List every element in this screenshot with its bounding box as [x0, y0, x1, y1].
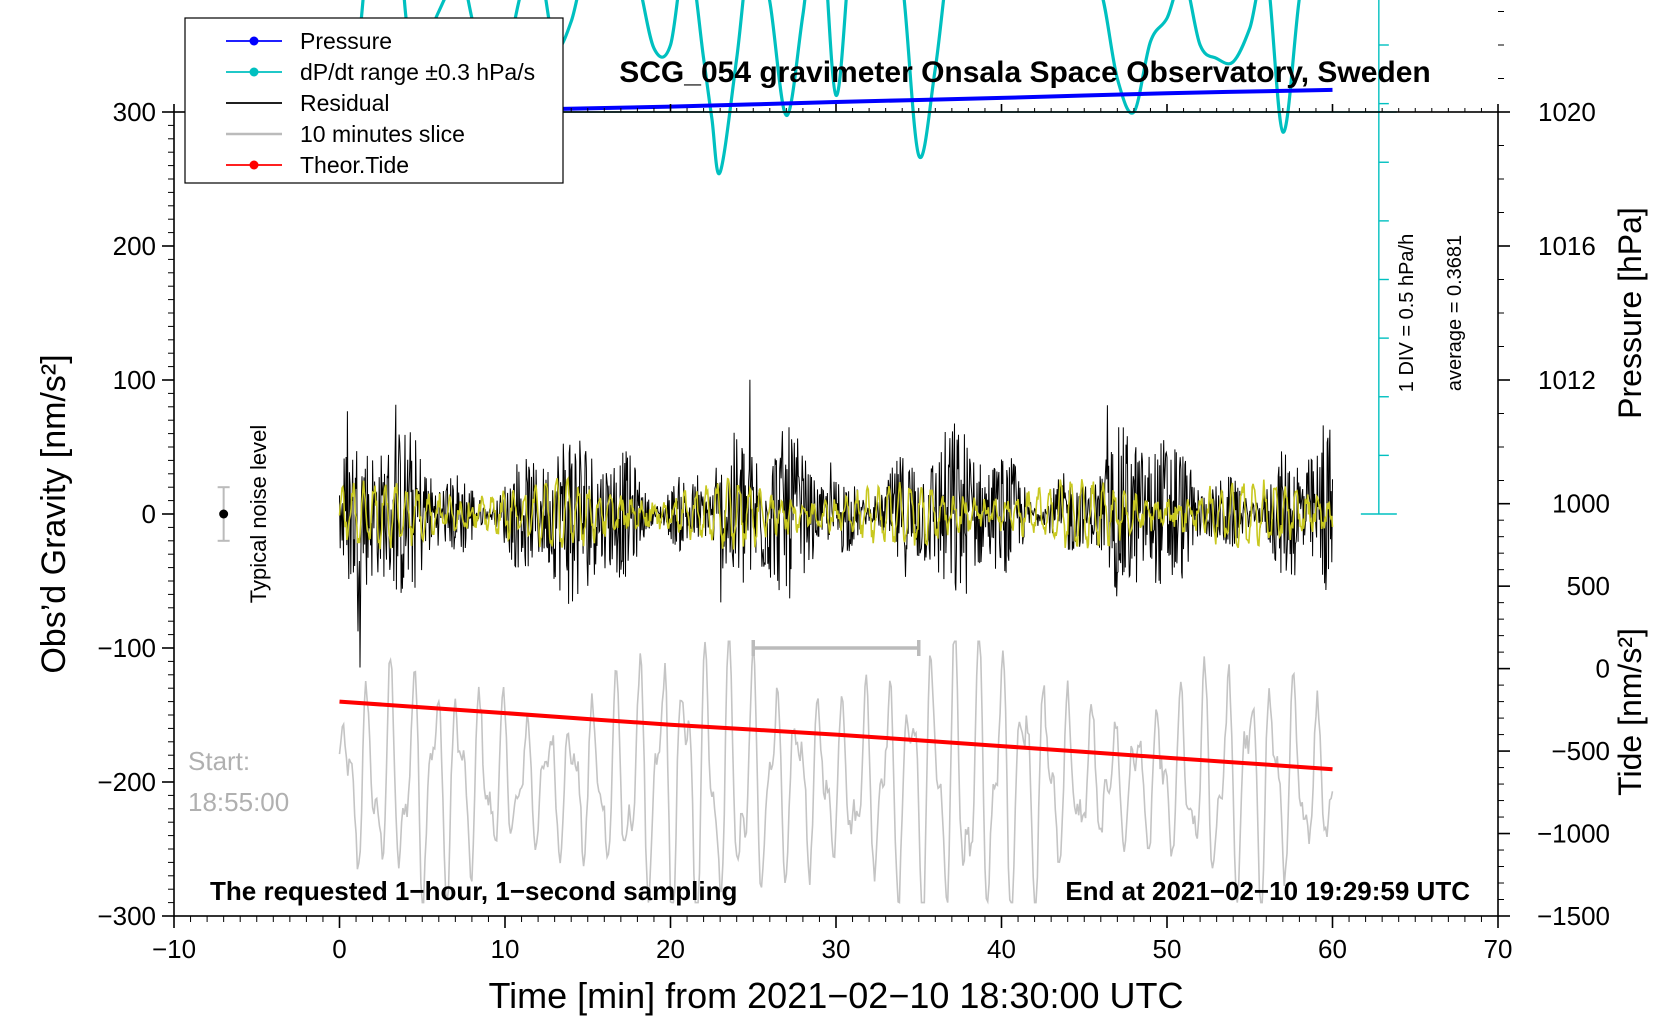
tide-tick-label: −1500 — [1537, 901, 1610, 931]
tide-tick-label: 500 — [1567, 571, 1610, 601]
tide-axis-title: Tide [nm/s²] — [1612, 628, 1648, 796]
legend-label: Theor.Tide — [300, 152, 409, 178]
y-tick-label-left: −100 — [97, 633, 156, 663]
tide-tick-label: −1000 — [1537, 819, 1610, 849]
tide-tick-label: 0 — [1596, 654, 1610, 684]
legend-box — [184, 17, 564, 184]
start-time: 18:55:00 — [188, 787, 289, 817]
y-tick-label-left: −200 — [97, 767, 156, 797]
y-tick-label-left: −300 — [97, 901, 156, 931]
start-label: Start: — [188, 746, 250, 776]
legend-marker — [249, 36, 259, 46]
legend-label: 10 minutes slice — [300, 121, 465, 147]
dpdt-average-label: average = 0.3681 — [1444, 235, 1466, 391]
legend-label: Pressure — [300, 28, 392, 54]
x-tick-label: 60 — [1318, 934, 1347, 964]
tide-tick-label: 1000 — [1552, 489, 1610, 519]
y-tick-label-left: 200 — [113, 231, 156, 261]
legend-label: Residual — [300, 90, 390, 116]
pressure-tick-label: 1012 — [1538, 365, 1596, 395]
x-tick-label: −10 — [152, 934, 196, 964]
x-tick-label: 20 — [656, 934, 685, 964]
x-tick-label: 0 — [332, 934, 346, 964]
tide-tick-label: −500 — [1551, 736, 1610, 766]
pressure-tick-label: 1020 — [1538, 97, 1596, 127]
tide-line — [339, 699, 1333, 772]
x-tick-label: 50 — [1153, 934, 1182, 964]
residual-filtered-line — [338, 476, 1334, 550]
x-tick-label: 30 — [822, 934, 851, 964]
y-tick-label-left: 300 — [113, 97, 156, 127]
noise-level-label: Typical noise level — [246, 425, 271, 604]
dpdt-div-label: 1 DIV = 0.5 hPa/h — [1396, 234, 1418, 392]
x-tick-label: 10 — [491, 934, 520, 964]
noise-level-marker — [219, 509, 229, 519]
x-tick-label: 70 — [1484, 934, 1513, 964]
bottom-left-annotation: The requested 1−hour, 1−second sampling — [210, 876, 737, 906]
x-axis-title: Time [min] from 2021−02−10 18:30:00 UTC — [488, 975, 1183, 1016]
legend-marker — [249, 67, 259, 77]
bottom-right-annotation: End at 2021−02−10 19:29:59 UTC — [1065, 876, 1470, 906]
residual-line — [339, 379, 1333, 668]
legend-label: dP/dt range ±0.3 hPa/s — [300, 59, 535, 85]
pressure-tick-label: 1016 — [1538, 231, 1596, 261]
y-tick-label-left: 0 — [142, 499, 156, 529]
legend: Pressure dP/dt range ±0.3 hPa/s Residual 10… — [184, 17, 564, 184]
dpdt-line — [338, 0, 1301, 176]
axes-layer: −10 0 10 20 30 40 50 60 70−300−200−1000100200300… — [97, 11, 1610, 964]
chart-title: SCG_054 gravimeter Onsala Space Observat… — [619, 56, 1431, 89]
y-tick-label-left: 100 — [113, 365, 156, 395]
legend-entries: Pressure dP/dt range ±0.3 hPa/s Residual 10… — [226, 28, 535, 178]
pressure-axis-title: Pressure [hPa] — [1612, 207, 1648, 419]
legend-marker — [249, 160, 259, 170]
x-tick-label: 40 — [987, 934, 1016, 964]
y-axis-title-left: Obs’d Gravity [nm/s²] — [35, 354, 73, 673]
